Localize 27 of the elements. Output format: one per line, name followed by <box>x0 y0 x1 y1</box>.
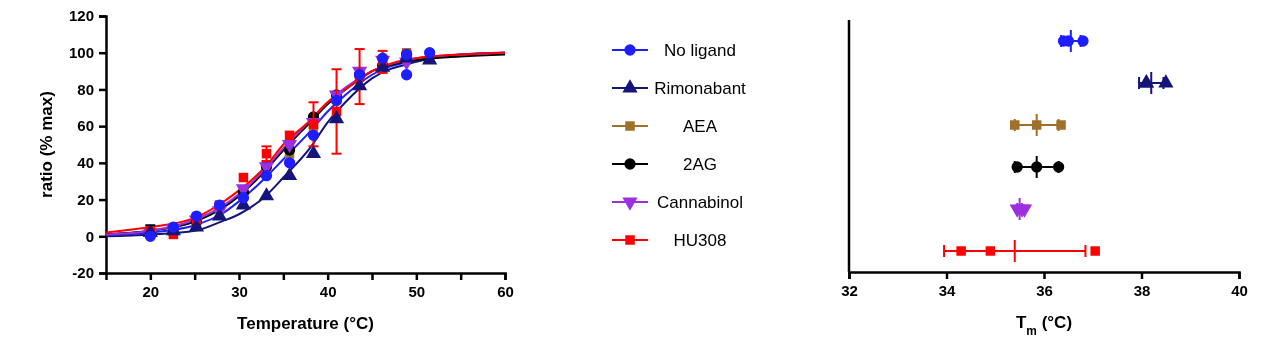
legend-label: HU308 <box>673 231 727 250</box>
y-tick-label: 60 <box>77 117 94 135</box>
x-axis-title: T$_{m}$ (°C) <box>1015 313 1073 338</box>
x-tick-label: 40 <box>1231 281 1248 299</box>
x-tick-label: 50 <box>408 282 426 300</box>
x-tick-label: 34 <box>938 281 956 299</box>
x-tick-label: 32 <box>841 281 858 299</box>
legend-label: 2AG <box>682 155 718 174</box>
y-tick-label: 120 <box>68 7 94 25</box>
x-tick-label: 36 <box>1036 281 1053 299</box>
x-tick-label: 20 <box>142 282 160 300</box>
x-tick-label: 38 <box>1133 281 1151 299</box>
y-tick-label: 0 <box>85 227 94 245</box>
x-tick-label: 40 <box>319 282 337 300</box>
x-tick-label: 30 <box>231 282 248 300</box>
y-tick-label: -20 <box>72 264 94 282</box>
y-tick-label: 100 <box>68 44 94 62</box>
y-tick-label: 80 <box>77 80 94 98</box>
y-tick-label: 40 <box>77 154 94 172</box>
legend-label: Rimonabant <box>654 79 747 98</box>
x-axis-title: Temperature (°C) <box>237 314 374 333</box>
y-tick-label: 20 <box>77 190 94 208</box>
legend-label: AEA <box>682 117 718 136</box>
y-axis-title: ratio (% max) <box>37 91 56 198</box>
legend-label: No ligand <box>664 41 736 60</box>
x-tick-label: 60 <box>497 282 514 300</box>
legend-label: Cannabinol <box>656 193 744 212</box>
